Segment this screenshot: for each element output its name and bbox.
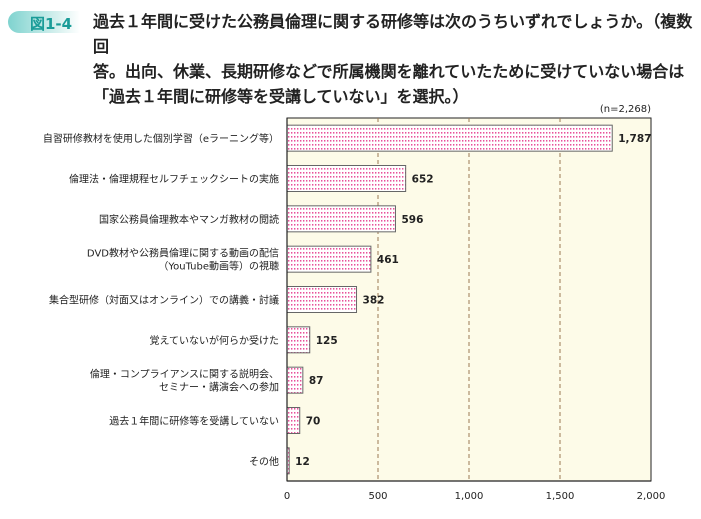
x-tick-label: 2,000 <box>637 491 666 502</box>
data-label: 596 <box>401 214 423 226</box>
x-tick-label: 500 <box>368 491 387 502</box>
data-label: 12 <box>295 456 310 468</box>
data-label: 652 <box>412 174 434 186</box>
category-label: セミナー・講演会への参加 <box>159 381 279 394</box>
category-label: 自習研修教材を使用した個別学習（eラーニング等） <box>43 132 279 145</box>
x-tick-label: 1,500 <box>546 491 575 502</box>
category-label: 過去１年間に研修等を受講していない <box>109 415 279 428</box>
title-line: 答。出向、休業、長期研修などで所属機関を離れていたために受けていない場合は <box>93 62 685 81</box>
bar <box>286 165 407 192</box>
figure-label: 図1-4 <box>30 15 73 33</box>
figure-title: 過去１年間に受けた公務員倫理に関する研修等は次のうちいずれでしょうか。（複数回 … <box>93 9 693 109</box>
category-label: 集合型研修（対面又はオンライン）での講義・討議 <box>49 294 279 307</box>
bar <box>286 124 613 152</box>
data-label: 70 <box>306 416 321 428</box>
sample-size-note: (n=2,268) <box>600 104 651 115</box>
bar <box>286 245 372 273</box>
data-label: 382 <box>363 295 385 307</box>
data-label: 87 <box>309 375 324 387</box>
category-label: その他 <box>249 455 279 468</box>
data-label: 461 <box>377 254 399 266</box>
bar <box>286 286 358 313</box>
title-line: 過去１年間に受けた公務員倫理に関する研修等は次のうちいずれでしょうか。（複数回 <box>93 12 693 56</box>
bar <box>286 326 311 354</box>
bar <box>286 205 396 233</box>
category-label: DVD教材や公務員倫理に関する動画の配信 <box>87 247 279 260</box>
bar <box>286 366 304 394</box>
category-label: 覚えていないが何らか受けた <box>150 334 280 347</box>
data-label: 1,787 <box>618 133 651 145</box>
bar <box>286 407 301 434</box>
data-label: 125 <box>316 335 338 347</box>
x-tick-label: 0 <box>284 491 290 502</box>
category-label: 倫理・コンプライアンスに関する説明会、 <box>90 368 279 381</box>
category-label: 倫理法・倫理規程セルフチェックシートの実施 <box>69 173 279 186</box>
figure-badge: 図1-4 <box>8 11 80 33</box>
x-tick-label: 1,000 <box>455 491 484 502</box>
category-label: 国家公務員倫理教本やマンガ教材の閲読 <box>99 213 279 226</box>
category-label: （YouTube動画等）の視聴 <box>158 260 279 273</box>
title-line: 「過去１年間に研修等を受講していない」を選択。） <box>93 87 469 106</box>
